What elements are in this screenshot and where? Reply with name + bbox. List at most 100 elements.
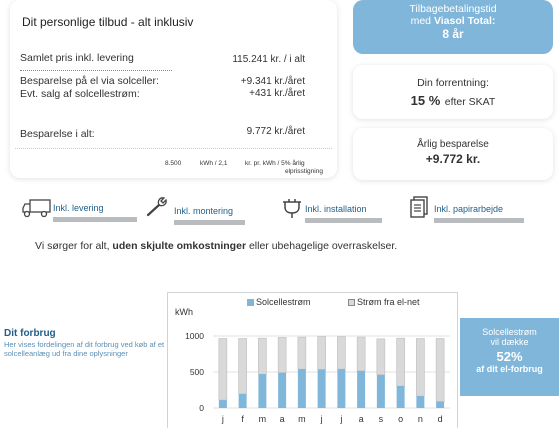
- footnote-kwh: 8.500: [165, 160, 182, 167]
- footnote-increase: elprisstigning: [285, 168, 323, 175]
- x-tick-label: j: [320, 414, 323, 424]
- payback-prefix: med: [410, 15, 434, 27]
- legend-item-grid: Strøm fra el-net: [348, 297, 420, 307]
- forbrug-description: Her vises fordelingen af dit forbrug ved…: [4, 340, 165, 358]
- annual-label: Årlig besparelse: [417, 139, 489, 150]
- price-label: Samlet pris inkl. levering: [20, 52, 134, 64]
- bar-solar: [317, 369, 326, 408]
- bar-grid: [435, 338, 445, 402]
- bar-solar: [416, 396, 425, 408]
- tagline: Vi sørger for alt, uden skjulte omkostni…: [35, 240, 397, 252]
- bar-grid: [396, 337, 405, 387]
- divider: [20, 70, 172, 71]
- offer-card: Dit personlige tilbud - alt inklusiv Sam…: [10, 0, 337, 178]
- bar-grid: [238, 338, 247, 395]
- bar-grid: [218, 338, 228, 401]
- bar-solar: [218, 400, 227, 408]
- feature-mounting-label: Inkl. montering: [174, 206, 234, 216]
- truck-icon: [22, 199, 51, 218]
- bar-solar: [337, 369, 346, 408]
- feature-delivery: Inkl. levering: [22, 196, 137, 226]
- feature-installation-bar: [305, 218, 382, 223]
- coverage-box: Solcellestrøm vil dække 52% af dit el-fo…: [460, 318, 559, 396]
- payback-line1: Tilbagebetalingstid: [409, 3, 497, 15]
- legend-label-solar: Solcellestrøm: [256, 297, 311, 307]
- coverage-line1: Solcellestrøm: [482, 327, 537, 337]
- x-tick-label: j: [339, 414, 342, 424]
- saving-el-value: +9.341 kr./året: [240, 76, 305, 87]
- bar-solar: [376, 374, 385, 408]
- y-tick-label: 0: [199, 403, 204, 413]
- legend-swatch-grid: [348, 299, 355, 307]
- divider: [15, 148, 332, 149]
- x-tick-label: m: [259, 414, 267, 424]
- x-tick-label: s: [379, 414, 384, 424]
- interest-box: Din forrentning: 15 % efter SKAT: [353, 65, 553, 119]
- x-tick-label: a: [280, 414, 285, 424]
- feature-paperwork: Inkl. papirarbejde: [410, 196, 540, 226]
- tagline-bold: uden skjulte omkostninger: [112, 240, 247, 252]
- feature-delivery-bar: [53, 217, 137, 222]
- payback-line2: med Viasol Total:: [353, 15, 553, 27]
- tagline-suffix: eller ubehagelige overraskelser.: [246, 240, 398, 252]
- payback-value: 8 år: [442, 27, 464, 41]
- price-value: 115.241 kr. / i alt: [232, 54, 305, 65]
- annual-value: +9.772 kr.: [425, 152, 481, 166]
- interest-value: 15 %: [410, 93, 441, 108]
- bar-grid: [258, 337, 267, 375]
- interest-label: Din forrentning:: [417, 77, 489, 89]
- payback-brand: Viasol Total:: [433, 15, 496, 27]
- chart-plot: 0 500 1000 j f m a m j j a s o n d: [185, 331, 450, 424]
- x-tick-label: j: [221, 414, 224, 424]
- offer-title: Dit personlige tilbud - alt inklusiv: [22, 15, 194, 29]
- interest-row: 15 % efter SKAT: [353, 92, 553, 110]
- coverage-line2: vil dække: [490, 337, 529, 347]
- bar-grid: [376, 338, 386, 376]
- y-tick-label: 1000: [185, 331, 204, 341]
- feature-installation: Inkl. installation: [283, 196, 393, 226]
- document-icon: [410, 196, 428, 218]
- y-tick-label: 500: [190, 367, 204, 377]
- tagline-prefix: Vi sørger for alt,: [35, 240, 113, 252]
- footnote-price: kr. pr. kWh / 5% årlig: [245, 160, 305, 167]
- bar-solar: [396, 386, 405, 408]
- forbrug-title: Dit forbrug: [4, 328, 56, 339]
- footnote-unit: kWh / 2,1: [200, 160, 228, 167]
- x-tick-label: f: [241, 414, 244, 424]
- x-tick-label: a: [359, 414, 364, 424]
- feature-mounting-bar: [174, 220, 245, 225]
- bar-solar: [357, 370, 366, 408]
- bar-grid: [277, 337, 287, 374]
- sale-label: Evt. salg af solcellestrøm:: [20, 88, 140, 100]
- plug-icon: [283, 199, 301, 218]
- bar-solar: [238, 393, 247, 408]
- sale-value: +431 kr./året: [249, 88, 305, 99]
- total-saving-value: 9.772 kr./året: [246, 126, 305, 137]
- bar-solar: [297, 369, 306, 408]
- bar-grid: [416, 338, 425, 397]
- coverage-value: 52%: [496, 349, 523, 364]
- x-tick-label: n: [418, 414, 423, 424]
- consumption-chart: Solcellestrøm Strøm fra el-net kWh 0 500 1…: [167, 292, 458, 428]
- bar-grid: [337, 336, 346, 370]
- payback-box: Tilbagebetalingstid med Viasol Total: 8 …: [353, 0, 553, 54]
- coverage-line4: af dit el-forbrug: [476, 364, 543, 374]
- annual-saving-box: Årlig besparelse +9.772 kr.: [353, 128, 553, 180]
- legend-label-grid: Strøm fra el-net: [357, 297, 420, 307]
- feature-mounting: Inkl. montering: [145, 196, 255, 226]
- wrench-icon: [146, 197, 167, 217]
- bar-solar: [258, 374, 267, 408]
- y-axis-label: kWh: [175, 307, 193, 317]
- bar-grid: [297, 336, 307, 370]
- total-saving-label: Besparelse i alt:: [20, 128, 95, 140]
- bar-grid: [317, 336, 326, 370]
- bar-solar: [436, 401, 445, 408]
- interest-suffix: efter SKAT: [444, 96, 496, 108]
- x-tick-label: d: [438, 414, 443, 424]
- x-tick-label: o: [398, 414, 403, 424]
- bar-solar: [278, 372, 287, 408]
- feature-paperwork-bar: [434, 218, 524, 223]
- bar-grid: [356, 336, 366, 372]
- feature-delivery-label: Inkl. levering: [53, 203, 104, 213]
- x-tick-label: m: [298, 414, 306, 424]
